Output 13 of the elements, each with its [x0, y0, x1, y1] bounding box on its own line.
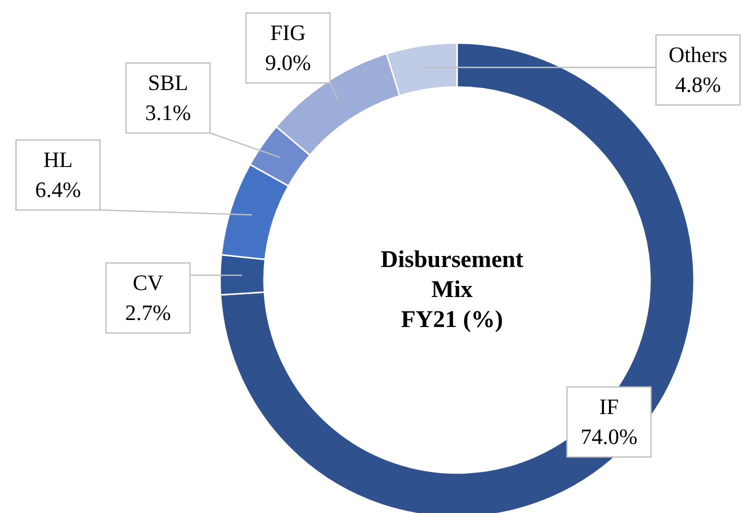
slice-label: FIG — [270, 20, 306, 45]
slice-label: IF — [599, 394, 619, 419]
data-label: 4.8% — [675, 72, 721, 97]
data-label: 74.0% — [580, 424, 638, 449]
data-label: 6.4% — [35, 177, 81, 202]
slice-label: Others — [668, 42, 728, 67]
slice-label: HL — [43, 147, 73, 172]
slice-label: SBL — [148, 70, 188, 95]
data-label: 3.1% — [145, 100, 191, 125]
text: Disbursement Mix FY21 (%) — [380, 246, 524, 335]
data-label: 9.0% — [265, 50, 311, 75]
slice-label: CV — [132, 270, 164, 295]
data-label: 2.7% — [125, 300, 171, 325]
